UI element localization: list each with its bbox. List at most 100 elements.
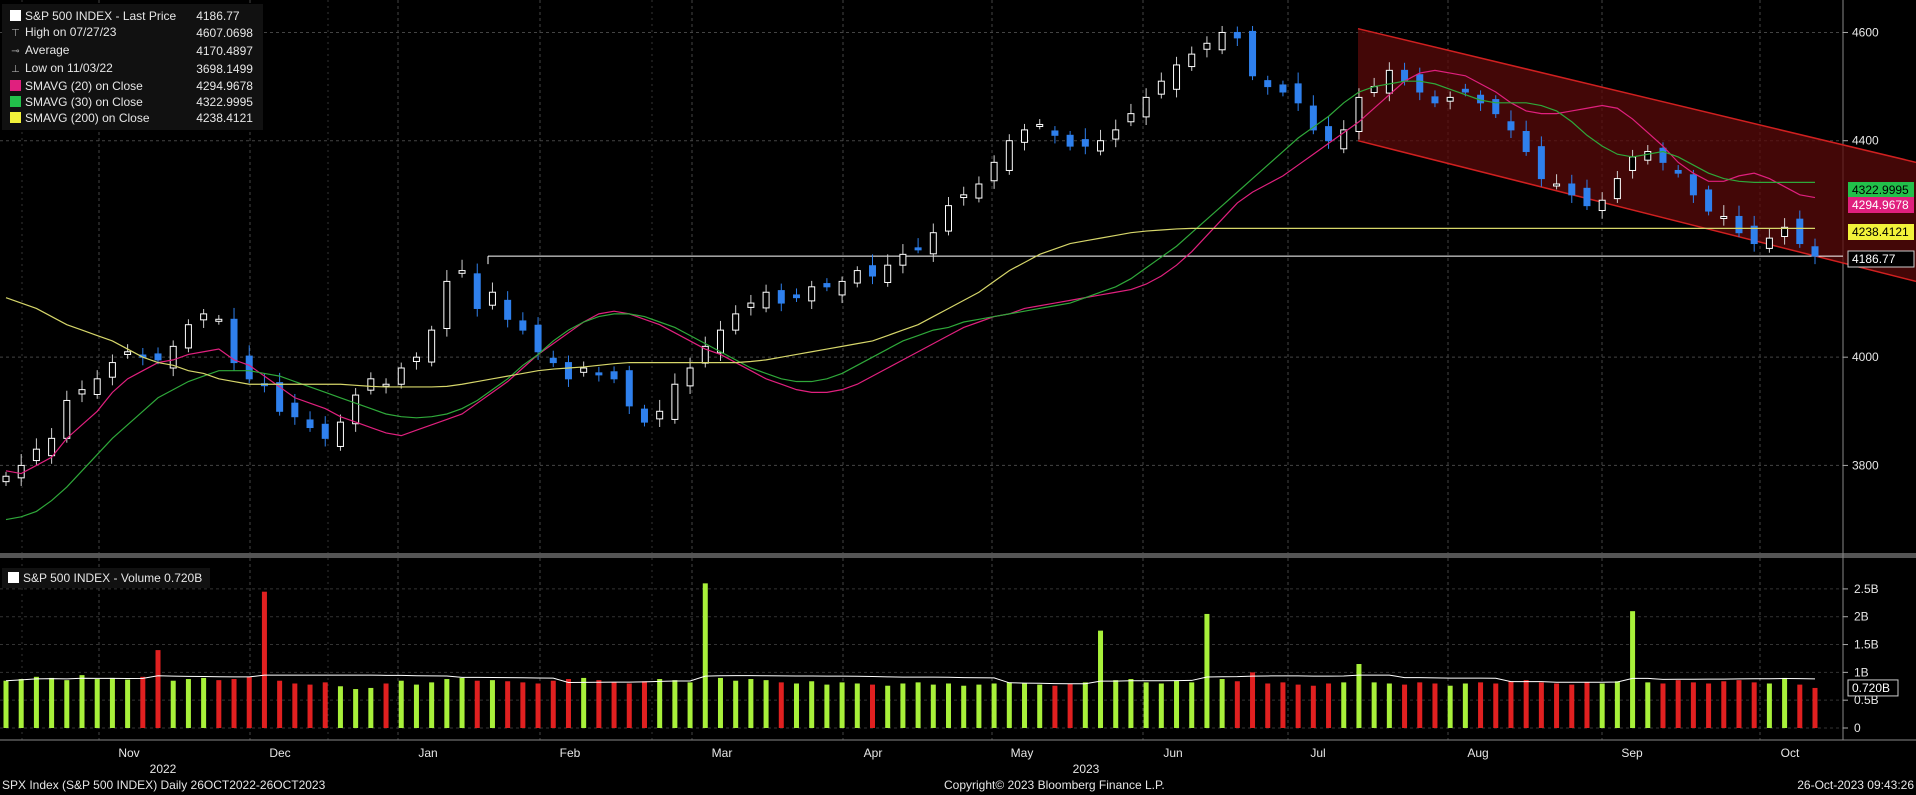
- volume-bar: [505, 681, 511, 728]
- last-price-tag: [1847, 250, 1915, 268]
- candle-body: [108, 362, 116, 378]
- candle-body: [1127, 113, 1135, 123]
- candle-body: [1629, 156, 1637, 171]
- volume-bar: [1493, 683, 1499, 728]
- footer-timestamp: 26-Oct-2023 09:43:26: [1797, 778, 1914, 792]
- candle-body: [1233, 31, 1241, 39]
- volume-bar: [596, 680, 602, 728]
- month-label: Nov: [118, 746, 139, 760]
- legend-label: Average: [25, 43, 70, 57]
- candle-body: [336, 421, 344, 447]
- candle-body: [306, 419, 314, 429]
- volume-bars: [3, 583, 1818, 728]
- candle-body: [17, 464, 25, 479]
- candle-body: [1811, 246, 1819, 257]
- sma30-value-tag-label: 4322.9995: [1852, 183, 1909, 197]
- volume-bar: [991, 683, 997, 728]
- candle-body: [1568, 183, 1576, 196]
- volume-bar: [976, 684, 982, 728]
- candle-body: [1021, 129, 1029, 143]
- year-label: 2022: [150, 762, 177, 776]
- month-label: Aug: [1467, 746, 1488, 760]
- last-volume-tag: [1847, 679, 1899, 697]
- volume-bar: [1128, 679, 1134, 728]
- candle-body: [154, 353, 162, 361]
- volume-bar: [1356, 664, 1362, 728]
- candle-body: [2, 475, 10, 483]
- volume-bar: [581, 677, 587, 728]
- volume-bar: [809, 681, 815, 728]
- price-tick-label: 3800: [1852, 458, 1879, 472]
- sma20-value-tag: [1848, 197, 1914, 213]
- volume-bar: [550, 680, 556, 728]
- candle-body: [1157, 80, 1165, 95]
- channel-upper-line: [1357, 27, 1916, 164]
- volume-bar: [1538, 682, 1544, 728]
- volume-bar: [18, 679, 24, 728]
- candle-body: [1066, 134, 1074, 147]
- volume-bar: [1386, 683, 1392, 728]
- candle-body: [1081, 139, 1089, 147]
- volume-bar: [231, 679, 237, 728]
- volume-bar: [930, 684, 936, 728]
- candle-body: [443, 280, 451, 329]
- candle-body: [808, 286, 816, 302]
- legend-row-average: ⊸ Average 4170.4897: [8, 42, 257, 60]
- candle-body: [914, 247, 922, 251]
- candle-body: [1446, 96, 1454, 102]
- volume-bar: [1082, 682, 1088, 728]
- candle-body: [1674, 169, 1682, 174]
- volume-bar: [1113, 680, 1119, 728]
- volume-bar: [1341, 682, 1347, 728]
- candle-body: [549, 357, 557, 364]
- volume-bar: [49, 677, 55, 728]
- month-label: Oct: [1781, 746, 1800, 760]
- volume-bar: [778, 682, 784, 728]
- volume-bar: [1645, 682, 1651, 728]
- volume-bar: [1280, 682, 1286, 728]
- candle-body: [93, 378, 101, 396]
- volume-bar: [1675, 680, 1681, 728]
- volume-bar: [565, 679, 571, 728]
- volume-bar: [869, 684, 875, 728]
- legend-value: 4238.4121: [196, 111, 253, 125]
- volume-bar: [1523, 680, 1529, 728]
- candle-body: [412, 356, 420, 363]
- legend-row-high: ⊤ High on 07/27/23 4607.0698: [8, 24, 257, 42]
- candle-body: [504, 299, 512, 320]
- candle-body: [1507, 121, 1515, 131]
- candle-body: [32, 448, 40, 462]
- candle-body: [488, 291, 496, 306]
- candle-body: [1173, 64, 1181, 90]
- candle-body: [230, 318, 238, 364]
- candle-body: [1644, 151, 1652, 161]
- volume-bar: [1158, 683, 1164, 728]
- volume-bar: [307, 684, 313, 728]
- candle-body: [960, 194, 968, 199]
- candle-body: [610, 371, 618, 380]
- candle-body: [1036, 123, 1044, 127]
- candle-body: [884, 264, 892, 283]
- candle-body: [1142, 96, 1150, 118]
- legend-value: 4294.9678: [196, 79, 253, 93]
- sma200-value-tag-label: 4238.4121: [1852, 225, 1909, 239]
- candle-body: [1097, 140, 1105, 152]
- legend-row-sma200: SMAVG (200) on Close 4238.4121: [8, 110, 257, 126]
- candle-body: [397, 367, 405, 385]
- candle-body: [762, 291, 770, 309]
- volume-bar: [1432, 683, 1438, 728]
- volume-bar: [1599, 683, 1605, 728]
- candle-body: [534, 324, 542, 353]
- candle-body: [625, 370, 633, 407]
- sma-line: [5, 80, 1815, 521]
- volume-bar: [322, 682, 328, 728]
- month-label: Jul: [1310, 746, 1325, 760]
- volume-bar: [900, 683, 906, 728]
- volume-bar: [535, 683, 541, 728]
- volume-bar: [1174, 680, 1180, 728]
- volume-bar: [1721, 681, 1727, 728]
- volume-bar: [1371, 682, 1377, 728]
- volume-bar: [1234, 681, 1240, 728]
- volume-bar: [125, 679, 131, 728]
- candle-body: [823, 283, 831, 288]
